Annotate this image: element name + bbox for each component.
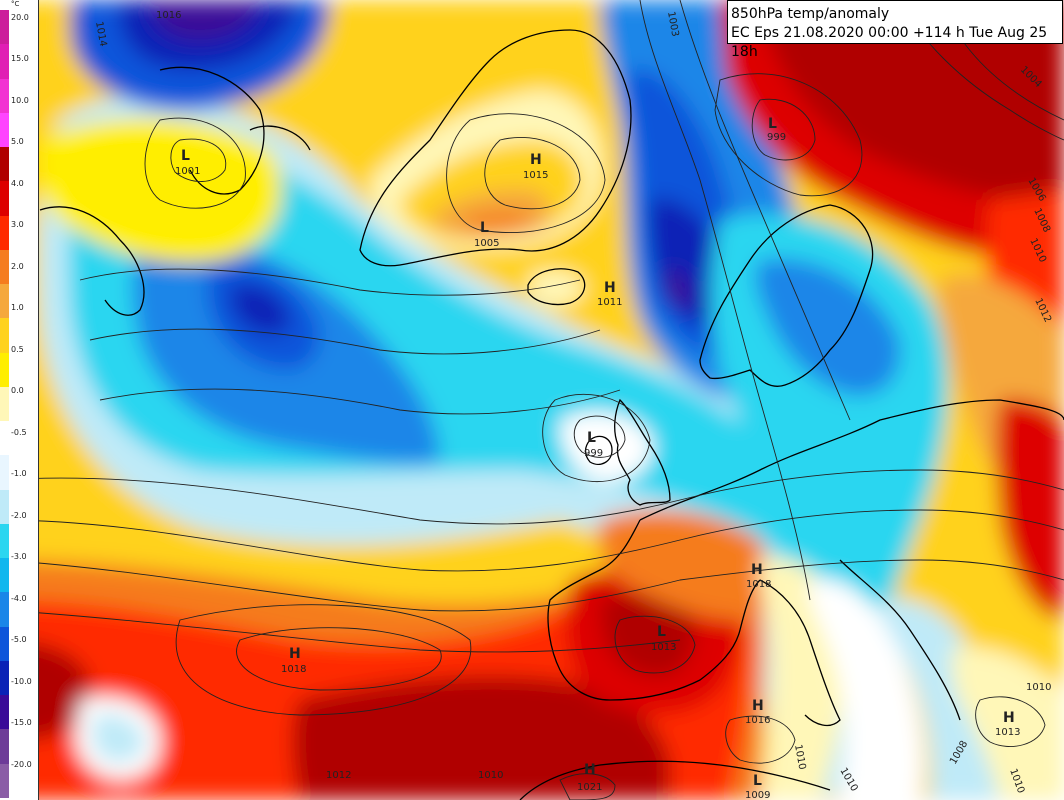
legend-tick-label: 5.0: [11, 137, 24, 147]
center-value: 1016: [745, 715, 770, 726]
legend-tick-label: 3.0: [11, 220, 24, 230]
isobar-label: 1003: [665, 11, 680, 38]
legend-swatch: [0, 215, 9, 251]
center-value: 1018: [746, 579, 771, 590]
legend-swatch: [0, 626, 9, 662]
center-value: 1013: [651, 642, 676, 653]
center-letter: H: [530, 152, 542, 168]
map-title: 850hPa temp/anomaly: [731, 6, 890, 22]
legend-swatch: [0, 318, 9, 354]
legend-swatch: [0, 10, 9, 45]
legend-tick-label: -2.0: [11, 510, 27, 520]
legend-swatch: [0, 249, 9, 285]
legend-tick-label: 4.0: [11, 178, 24, 188]
legend-swatch: [0, 44, 9, 79]
legend-swatch: [0, 729, 9, 765]
legend-tick-label: -3.0: [11, 552, 27, 562]
isobar-label: 1010: [1026, 682, 1051, 693]
legend-swatch: [0, 455, 9, 491]
legend-swatch: [0, 523, 9, 559]
center-value: 1018: [281, 664, 306, 675]
title-box: 850hPa temp/anomaly EC Eps 21.08.2020 00…: [727, 0, 1063, 60]
legend-swatch: [0, 558, 9, 593]
center-letter: H: [604, 280, 616, 296]
center-value: 1015: [523, 170, 548, 181]
isobar-label: 1012: [326, 770, 351, 781]
legend-swatch: [0, 695, 9, 730]
legend-swatch: [0, 660, 9, 696]
legend-tick-label: -20.0: [11, 759, 32, 769]
center-value: 1021: [577, 782, 602, 793]
center-value: 1013: [995, 727, 1020, 738]
run-info: EC Eps 21.08.2020 00:00 +114 h Tue Aug 2…: [731, 25, 1048, 60]
center-value: 1005: [474, 238, 499, 249]
center-letter: H: [289, 646, 301, 662]
isobar-label: 1010: [478, 770, 503, 781]
legend-swatch: [0, 181, 9, 217]
center-value: 999: [767, 132, 786, 143]
center-value: 1009: [745, 790, 770, 800]
legend-swatch: [0, 763, 9, 799]
center-value: 999: [584, 448, 603, 459]
legend-tick-label: -4.0: [11, 593, 27, 603]
legend-swatch: [0, 284, 9, 319]
legend-swatch: [0, 78, 9, 114]
legend-swatch: [0, 592, 9, 628]
legend-tick-label: 15.0: [11, 54, 29, 64]
legend-swatch: [0, 421, 9, 456]
legend-tick-label: 0.5: [11, 344, 24, 354]
center-letter: H: [584, 762, 596, 778]
center-value: 1001: [175, 166, 200, 177]
isobar-label: 1010: [792, 744, 807, 771]
center-letter: L: [181, 148, 190, 164]
color-scale-legend: °C 20.0 15.0 10.0 5.0 4.0 3.0 2.0 1.0 0.5 0.0 -0.5…: [0, 0, 39, 800]
legend-tick-label: -5.0: [11, 635, 27, 645]
pressure-centers: L 1001 H 1015 L 1005 H 1011 L 999 L 999 …: [175, 116, 1020, 800]
legend-unit: °C: [11, 0, 20, 8]
center-value: 1011: [597, 297, 622, 308]
isobar-label: 1016: [156, 10, 181, 21]
center-letter: L: [753, 773, 762, 789]
legend-tick-label: -1.0: [11, 469, 27, 479]
legend-swatch: [0, 112, 9, 148]
center-letter: H: [1003, 710, 1015, 726]
center-letter: H: [752, 698, 764, 714]
center-letter: L: [587, 430, 596, 446]
legend-tick-label: -10.0: [11, 676, 32, 686]
center-letter: L: [480, 220, 489, 236]
center-letter: L: [657, 624, 666, 640]
legend-swatch: [0, 386, 9, 422]
legend-tick-label: 0.0: [11, 386, 24, 396]
legend-tick-label: 2.0: [11, 261, 24, 271]
coastlines: [39, 29, 1064, 800]
legend-tick-label: -15.0: [11, 718, 32, 728]
isobar-label: 1014: [93, 21, 108, 48]
legend-swatch: [0, 352, 9, 388]
legend-swatch: [0, 489, 9, 525]
legend-tick-label: 1.0: [11, 303, 24, 313]
center-letter: L: [768, 116, 777, 132]
legend-swatch: [0, 147, 9, 182]
center-letter: H: [751, 562, 763, 578]
legend-tick-label: 10.0: [11, 95, 29, 105]
legend-tick-label: 20.0: [11, 13, 29, 22]
legend-tick-label: -0.5: [11, 427, 27, 437]
